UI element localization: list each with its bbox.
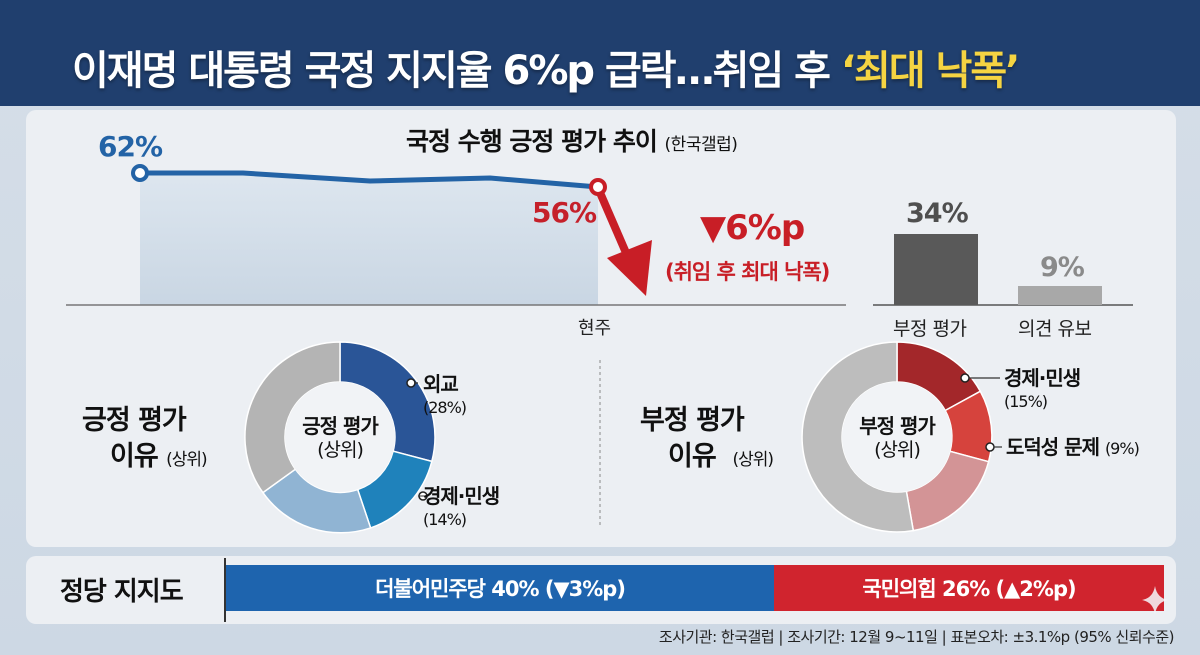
callout-pct: (15%) (1004, 392, 1048, 411)
negative-callout-morality: 도덕성 문제 (9%) (1006, 435, 1140, 461)
negative-center-line2: (상위) (874, 439, 921, 461)
callout-pct: (14%) (423, 510, 467, 529)
positive-callout-economy: 경제·민생 (14%) (423, 484, 500, 532)
end-value-label: 56% (532, 196, 597, 229)
drop-value-label: ▼6%p (700, 208, 805, 248)
header-banner: 이재명 대통령 국정 지지율 6%p 급락…취임 후 ‘최대 낙폭’ (0, 0, 1200, 106)
positive-donut (244, 341, 436, 534)
x-axis-current-label: 현주 (578, 318, 612, 339)
positive-center-line2: (상위) (317, 439, 364, 461)
party-bar-ppp: 국민의힘 26% (▲2%p) (774, 565, 1164, 611)
bar-undecided-value: 9% (1040, 252, 1085, 283)
callout-pct: (9%) (1104, 439, 1140, 458)
negative-center-line1: 부정 평가 (859, 414, 936, 438)
negative-reasons-title: 부정 평가 이유 (상위) (640, 403, 775, 478)
page-title: 이재명 대통령 국정 지지율 6%p 급락…취임 후 ‘최대 낙폭’ (72, 38, 1021, 96)
trend-title-text: 국정 수행 긍정 평가 추이 (406, 127, 658, 156)
survey-footer: 조사기관: 한국갤럽 | 조사기간: 12월 9~11일 | 표본오차: ±3.… (658, 628, 1175, 646)
party-bar-democratic: 더불어민주당 40% (▼3%p) (226, 565, 774, 611)
drop-subtitle: (취임 후 최대 낙폭) (665, 260, 830, 284)
callout-dot (985, 442, 995, 452)
callout-label: 경제·민생 (423, 484, 500, 508)
bar-negative-label: 부정 평가 (893, 318, 967, 340)
callout-pct: (28%) (423, 398, 467, 417)
negative-donut (801, 341, 993, 533)
bar-undecided (1018, 286, 1102, 305)
drop-arrow-head (607, 240, 652, 296)
negative-donut-center: 부정 평가 (상위) (842, 414, 952, 462)
trend-area (140, 173, 598, 305)
negative-callout-economy: 경제·민생 (15%) (1004, 366, 1081, 414)
callout-label: 외교 (423, 372, 459, 396)
negative-title-line2: 이유 (668, 441, 717, 472)
negative-title-sub: (상위) (732, 450, 775, 470)
positive-donut-center: 긍정 평가 (상위) (285, 414, 395, 462)
trend-source: (한국갤럽) (664, 135, 738, 155)
drop-arrow-shaft (594, 186, 634, 264)
positive-title-line1: 긍정 평가 (82, 405, 187, 436)
callout-dot (406, 378, 416, 388)
bar-negative (894, 234, 978, 305)
bar-undecided-label: 의견 유보 (1018, 318, 1092, 340)
positive-center-line1: 긍정 평가 (302, 414, 379, 438)
negative-title-line1: 부정 평가 (640, 405, 745, 436)
callout-label: 도덕성 문제 (1006, 435, 1100, 459)
callout-label: 경제·민생 (1004, 366, 1081, 390)
party-divider (224, 558, 226, 622)
positive-title-line2: 이유 (110, 441, 159, 472)
start-value-label: 62% (98, 130, 163, 163)
title-main-text: 이재명 대통령 국정 지지율 6%p 급락…취임 후 (72, 48, 841, 94)
positive-callout-diplomacy: 외교 (28%) (423, 372, 467, 420)
start-point-marker (131, 164, 149, 182)
callout-dot (960, 373, 970, 383)
title-highlight-text: ‘최대 낙폭’ (840, 48, 1021, 94)
party-support-label: 정당 지지도 (60, 577, 184, 607)
positive-title-sub: (상위) (166, 450, 208, 470)
positive-reasons-title: 긍정 평가 이유 (상위) (82, 403, 208, 478)
trend-chart-title: 국정 수행 긍정 평가 추이 (한국갤럽) (406, 122, 738, 158)
end-point-marker (589, 178, 607, 196)
bar-negative-value: 34% (906, 198, 969, 229)
trend-line (140, 170, 599, 190)
